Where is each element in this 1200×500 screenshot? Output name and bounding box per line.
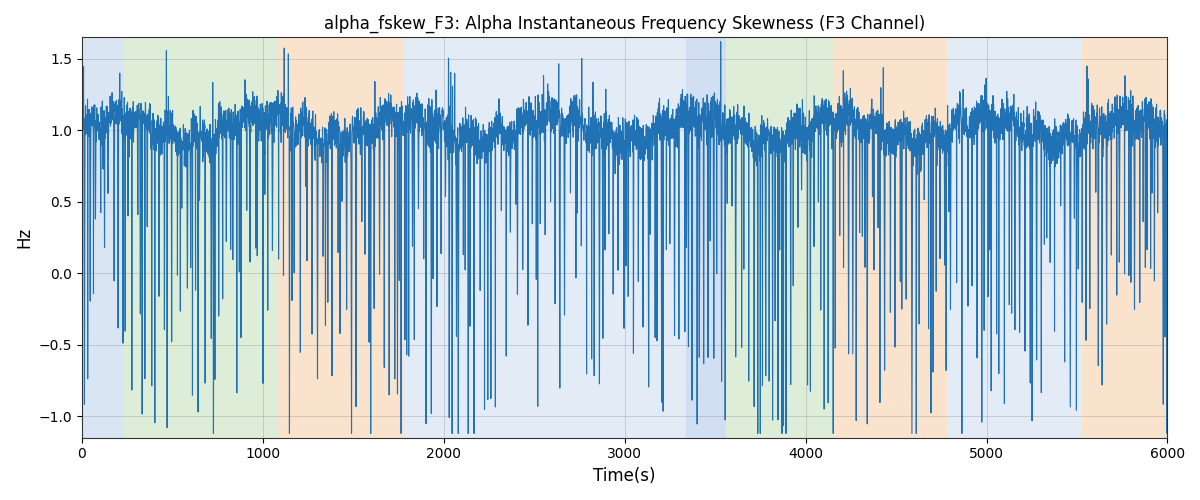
Bar (82, 38, 124, 438)
Bar (404, 38, 686, 438)
Bar (726, 38, 833, 438)
Bar (1082, 38, 1168, 438)
Bar (686, 38, 726, 438)
Y-axis label: Hz: Hz (14, 227, 32, 248)
Bar (277, 38, 404, 438)
Bar (833, 38, 947, 438)
X-axis label: Time(s): Time(s) (594, 467, 656, 485)
Title: alpha_fskew_F3: Alpha Instantaneous Frequency Skewness (F3 Channel): alpha_fskew_F3: Alpha Instantaneous Freq… (324, 15, 925, 34)
Bar (947, 38, 1082, 438)
Bar (124, 38, 277, 438)
